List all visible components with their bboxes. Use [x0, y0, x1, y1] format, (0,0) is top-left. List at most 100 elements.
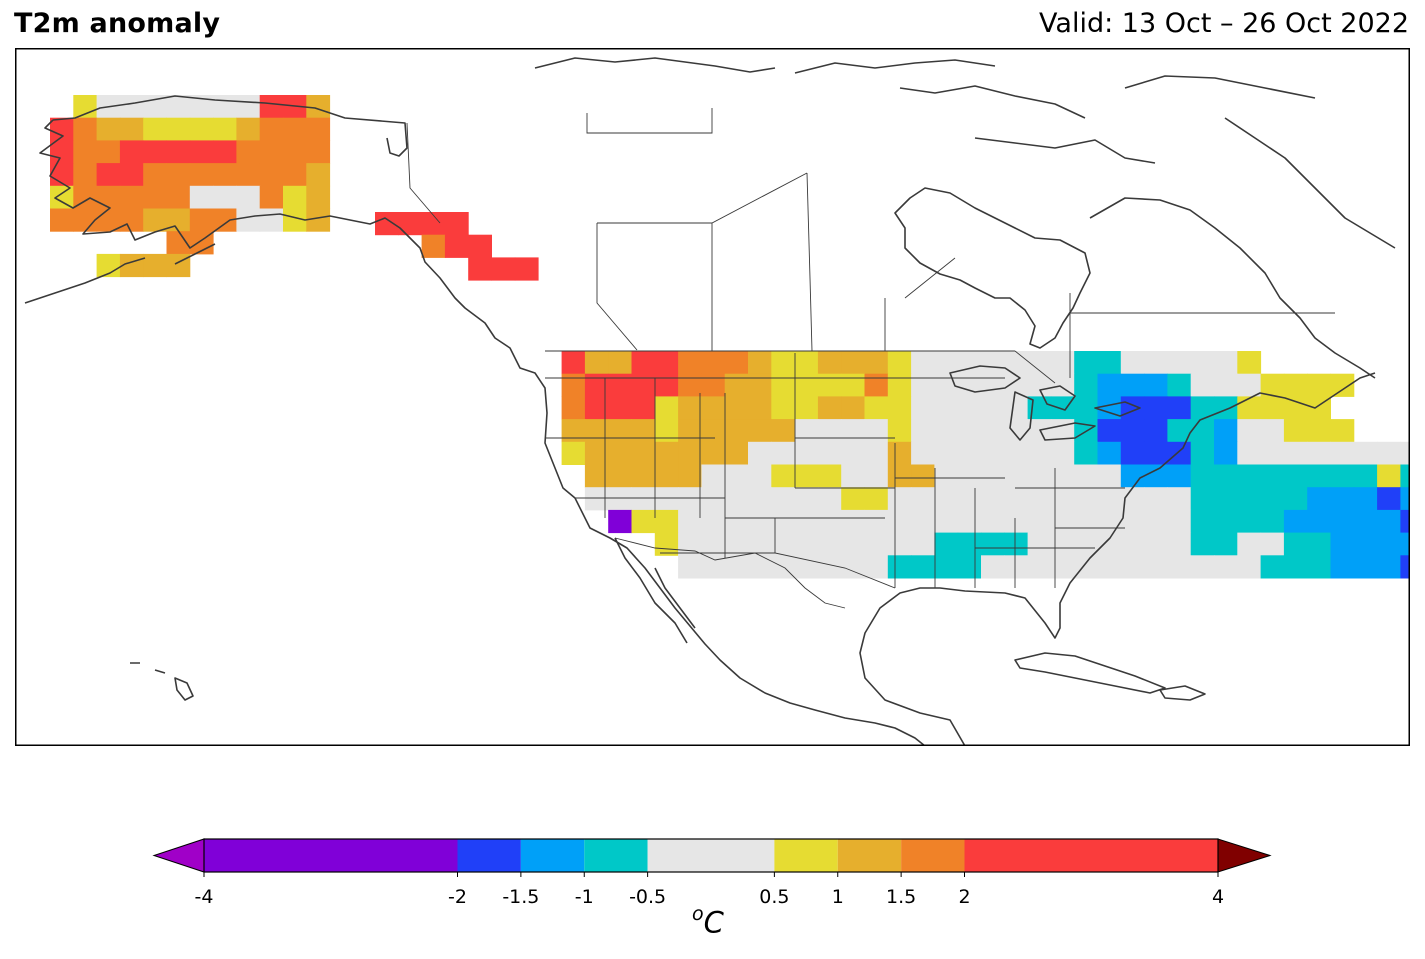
- anomaly-cell: [934, 419, 959, 443]
- anomaly-cell: [444, 212, 469, 236]
- anomaly-cell: [1144, 509, 1168, 534]
- anomaly-cell: [1004, 396, 1029, 420]
- anomaly-cell: [96, 253, 121, 278]
- anomaly-cell: [1260, 396, 1285, 420]
- anomaly-cell: [73, 140, 98, 164]
- anomaly-cell: [73, 185, 98, 209]
- anomaly-cell: [887, 396, 912, 420]
- anomaly-cell: [654, 509, 679, 534]
- anomaly-cell: [1050, 532, 1075, 556]
- anomaly-cell: [724, 509, 749, 534]
- colorbar-tick-label: -2: [448, 886, 467, 904]
- anomaly-cell: [748, 532, 772, 556]
- anomaly-cell: [701, 373, 726, 397]
- anomaly-cell: [444, 234, 469, 258]
- anomaly-cell: [911, 509, 935, 534]
- anomaly-cell: [678, 419, 702, 443]
- colorbar-over-arrow: [1217, 838, 1272, 873]
- anomaly-cell: [794, 464, 819, 488]
- anomaly-cell: [584, 441, 609, 465]
- anomaly-cell: [1353, 509, 1378, 534]
- anomaly-cell: [189, 140, 214, 164]
- anomaly-cell: [1050, 441, 1075, 465]
- colorbar-bin: [584, 839, 648, 872]
- colorbar-bin: [647, 839, 775, 872]
- anomaly-cell: [794, 555, 819, 579]
- anomaly-cell: [841, 464, 865, 488]
- anomaly-cell: [1214, 419, 1238, 443]
- anomaly-cell: [887, 555, 912, 579]
- anomaly-cell: [1144, 441, 1168, 465]
- arctic-archipelago: [534, 57, 1396, 249]
- anomaly-cell: [1027, 532, 1052, 556]
- anomaly-cell: [283, 163, 307, 187]
- anomaly-cell: [1074, 487, 1098, 511]
- anomaly-cell: [1167, 532, 1192, 556]
- anomaly-cell: [911, 487, 935, 511]
- anomaly-cell: [911, 396, 935, 420]
- anomaly-cell: [701, 419, 726, 443]
- anomaly-cell: [1214, 555, 1238, 579]
- anomaly-cell: [724, 464, 749, 488]
- anomaly-cell: [1190, 373, 1215, 397]
- anomaly-cell: [1330, 441, 1355, 465]
- anomaly-cell: [911, 419, 935, 443]
- anomaly-cell: [1167, 396, 1192, 420]
- anomaly-cell: [143, 117, 167, 141]
- anomaly-cell: [259, 185, 284, 209]
- anomaly-cell: [1050, 464, 1075, 488]
- anomaly-cell: [306, 163, 331, 187]
- anomaly-cell: [817, 487, 842, 511]
- anomaly-cell: [1167, 555, 1192, 579]
- anomaly-cell: [119, 117, 144, 141]
- anomaly-cell: [701, 487, 726, 511]
- anomaly-grid-cells: [50, 95, 1410, 579]
- anomaly-cell: [1214, 464, 1238, 488]
- baja-peninsula: [614, 537, 696, 644]
- anomaly-cell: [1190, 396, 1215, 420]
- anomaly-cell: [654, 487, 679, 511]
- anomaly-cell: [1237, 441, 1262, 465]
- anomaly-cell: [934, 487, 959, 511]
- anomaly-cell: [1144, 419, 1168, 443]
- anomaly-cell: [306, 185, 331, 209]
- anomaly-cell: [748, 441, 772, 465]
- anomaly-cell: [1307, 464, 1331, 488]
- anomaly-cell: [911, 441, 935, 465]
- anomaly-cell: [771, 373, 796, 397]
- anomaly-cell: [213, 163, 237, 187]
- anomaly-cell: [631, 487, 656, 511]
- anomaly-cell: [794, 396, 819, 420]
- anomaly-cell: [817, 555, 842, 579]
- anomaly-cell: [1283, 464, 1308, 488]
- colorbar-unit: oC: [692, 903, 724, 940]
- anomaly-cell: [1377, 532, 1401, 556]
- political-borders: [406, 108, 1335, 609]
- anomaly-cell: [189, 185, 214, 209]
- anomaly-cell: [1214, 441, 1238, 465]
- anomaly-cell: [1307, 532, 1331, 556]
- anomaly-cell: [817, 532, 842, 556]
- great-lakes: [949, 365, 1141, 441]
- anomaly-cell: [864, 351, 889, 375]
- anomaly-cell: [1214, 532, 1238, 556]
- anomaly-cell: [608, 464, 632, 488]
- anomaly-cell: [911, 532, 935, 556]
- anomaly-cell: [911, 464, 935, 488]
- anomaly-cell: [259, 95, 284, 119]
- anomaly-cell: [96, 140, 121, 164]
- anomaly-cell: [189, 117, 214, 141]
- colorbar-bin: [204, 839, 458, 872]
- anomaly-cell: [1120, 396, 1145, 420]
- anomaly-cell: [143, 163, 167, 187]
- anomaly-cell: [957, 441, 982, 465]
- anomaly-cell: [794, 532, 819, 556]
- anomaly-cell: [584, 487, 609, 511]
- anomaly-cell: [236, 117, 261, 141]
- anomaly-cell: [1330, 555, 1355, 579]
- anomaly-cell: [864, 532, 889, 556]
- anomaly-cell: [166, 185, 191, 209]
- anomaly-cell: [817, 441, 842, 465]
- anomaly-cell: [1004, 555, 1029, 579]
- anomaly-cell: [1074, 441, 1098, 465]
